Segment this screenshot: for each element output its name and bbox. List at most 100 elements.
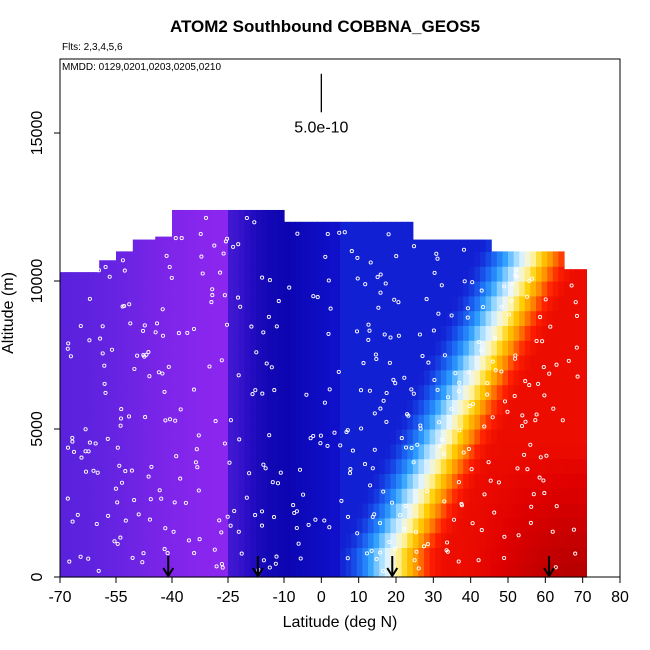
heatmap-cell	[580, 369, 587, 386]
heatmap-cell	[300, 547, 307, 563]
heatmap-cell	[580, 310, 587, 326]
heatmap-cell	[334, 384, 341, 400]
sample-point	[219, 561, 224, 567]
heatmap-cell	[172, 209, 179, 223]
heatmap-cell	[446, 369, 453, 386]
heatmap-cell	[508, 295, 515, 312]
heatmap-cell	[379, 458, 386, 474]
heatmap-cell	[575, 281, 582, 297]
heatmap-cell	[351, 340, 358, 356]
sample-point	[359, 426, 364, 431]
heatmap-cell	[99, 295, 106, 312]
heatmap-cell	[177, 399, 184, 415]
sample-point	[456, 559, 461, 564]
heatmap-cell	[76, 443, 83, 460]
heatmap-cell	[200, 295, 207, 312]
heatmap-cell	[463, 325, 470, 341]
sample-point	[412, 558, 417, 563]
heatmap-cell	[261, 517, 268, 534]
heatmap-cell	[468, 369, 475, 386]
heatmap-cell	[424, 443, 431, 460]
heatmap-cell	[261, 503, 268, 519]
heatmap-cell	[205, 443, 212, 460]
heatmap-cell	[250, 266, 257, 282]
heatmap-cell	[295, 414, 302, 430]
heatmap-cell	[71, 325, 78, 341]
sample-point	[446, 395, 451, 400]
heatmap-cell	[116, 251, 123, 267]
sample-point	[437, 420, 442, 425]
heatmap-cell	[88, 272, 95, 282]
heatmap-cell	[233, 340, 240, 356]
sample-point	[492, 510, 497, 515]
heatmap-cell	[418, 517, 425, 534]
heatmap-cell	[474, 340, 481, 356]
heatmap-cell	[300, 369, 307, 386]
heatmap-cell	[356, 251, 363, 267]
heatmap-cell	[474, 562, 481, 578]
heatmap-cell	[496, 310, 503, 326]
heatmap-cell	[440, 281, 447, 297]
heatmap-cell	[138, 532, 145, 548]
heatmap-cell	[306, 221, 313, 238]
heatmap-cell	[480, 532, 487, 548]
heatmap-cell	[250, 488, 257, 504]
heatmap-cell	[155, 355, 162, 371]
heatmap-cell	[552, 458, 559, 474]
sample-point	[83, 427, 88, 432]
heatmap-cell	[468, 414, 475, 430]
heatmap-cell	[401, 236, 408, 252]
heatmap-cell	[407, 310, 414, 326]
heatmap-cell	[328, 221, 335, 238]
heatmap-cell	[88, 443, 95, 460]
sample-point	[219, 358, 224, 363]
heatmap-cell	[216, 399, 223, 415]
heatmap-cell	[519, 399, 526, 415]
sample-point	[519, 423, 525, 429]
heatmap-cell	[379, 547, 386, 563]
sample-point	[523, 419, 528, 424]
sample-point	[164, 253, 169, 258]
heatmap-cell	[82, 488, 89, 504]
heatmap-cell	[144, 295, 151, 312]
heatmap-cell	[396, 399, 403, 415]
sample-point	[96, 268, 102, 273]
heatmap-cell	[188, 458, 195, 474]
heatmap-cell	[547, 562, 554, 578]
sample-point	[456, 480, 461, 485]
sample-point	[386, 232, 391, 237]
heatmap-cell	[116, 325, 123, 341]
heatmap-cell	[295, 340, 302, 356]
heatmap-cell	[418, 562, 425, 578]
heatmap-cell	[110, 295, 117, 312]
sample-point	[490, 359, 495, 364]
heatmap-cell	[306, 503, 313, 519]
heatmap-cell	[340, 266, 347, 282]
sample-point	[485, 381, 490, 386]
heatmap-cell	[194, 209, 201, 223]
heatmap-cell	[536, 414, 543, 430]
heatmap-cell	[401, 473, 408, 489]
heatmap-cell	[93, 384, 100, 400]
heatmap-cell	[71, 503, 78, 519]
heatmap-cell	[188, 414, 195, 430]
heatmap-cell	[474, 325, 481, 341]
heatmap-cell	[401, 443, 408, 460]
heatmap-cell	[373, 295, 380, 312]
sample-point	[424, 297, 429, 302]
heatmap-cell	[463, 399, 470, 415]
heatmap-cell	[569, 269, 576, 282]
sample-point	[514, 268, 519, 273]
heatmap-cell	[138, 547, 145, 563]
sample-point	[469, 467, 474, 472]
heatmap-cell	[160, 340, 167, 356]
heatmap-cell	[485, 429, 492, 445]
heatmap-cell	[530, 443, 537, 460]
heatmap-cell	[300, 429, 307, 445]
sample-point	[70, 439, 75, 444]
sample-point	[339, 498, 344, 503]
sample-point	[476, 558, 481, 563]
heatmap-cell	[401, 399, 408, 415]
heatmap-cell	[172, 547, 179, 563]
heatmap-cell	[132, 325, 139, 341]
